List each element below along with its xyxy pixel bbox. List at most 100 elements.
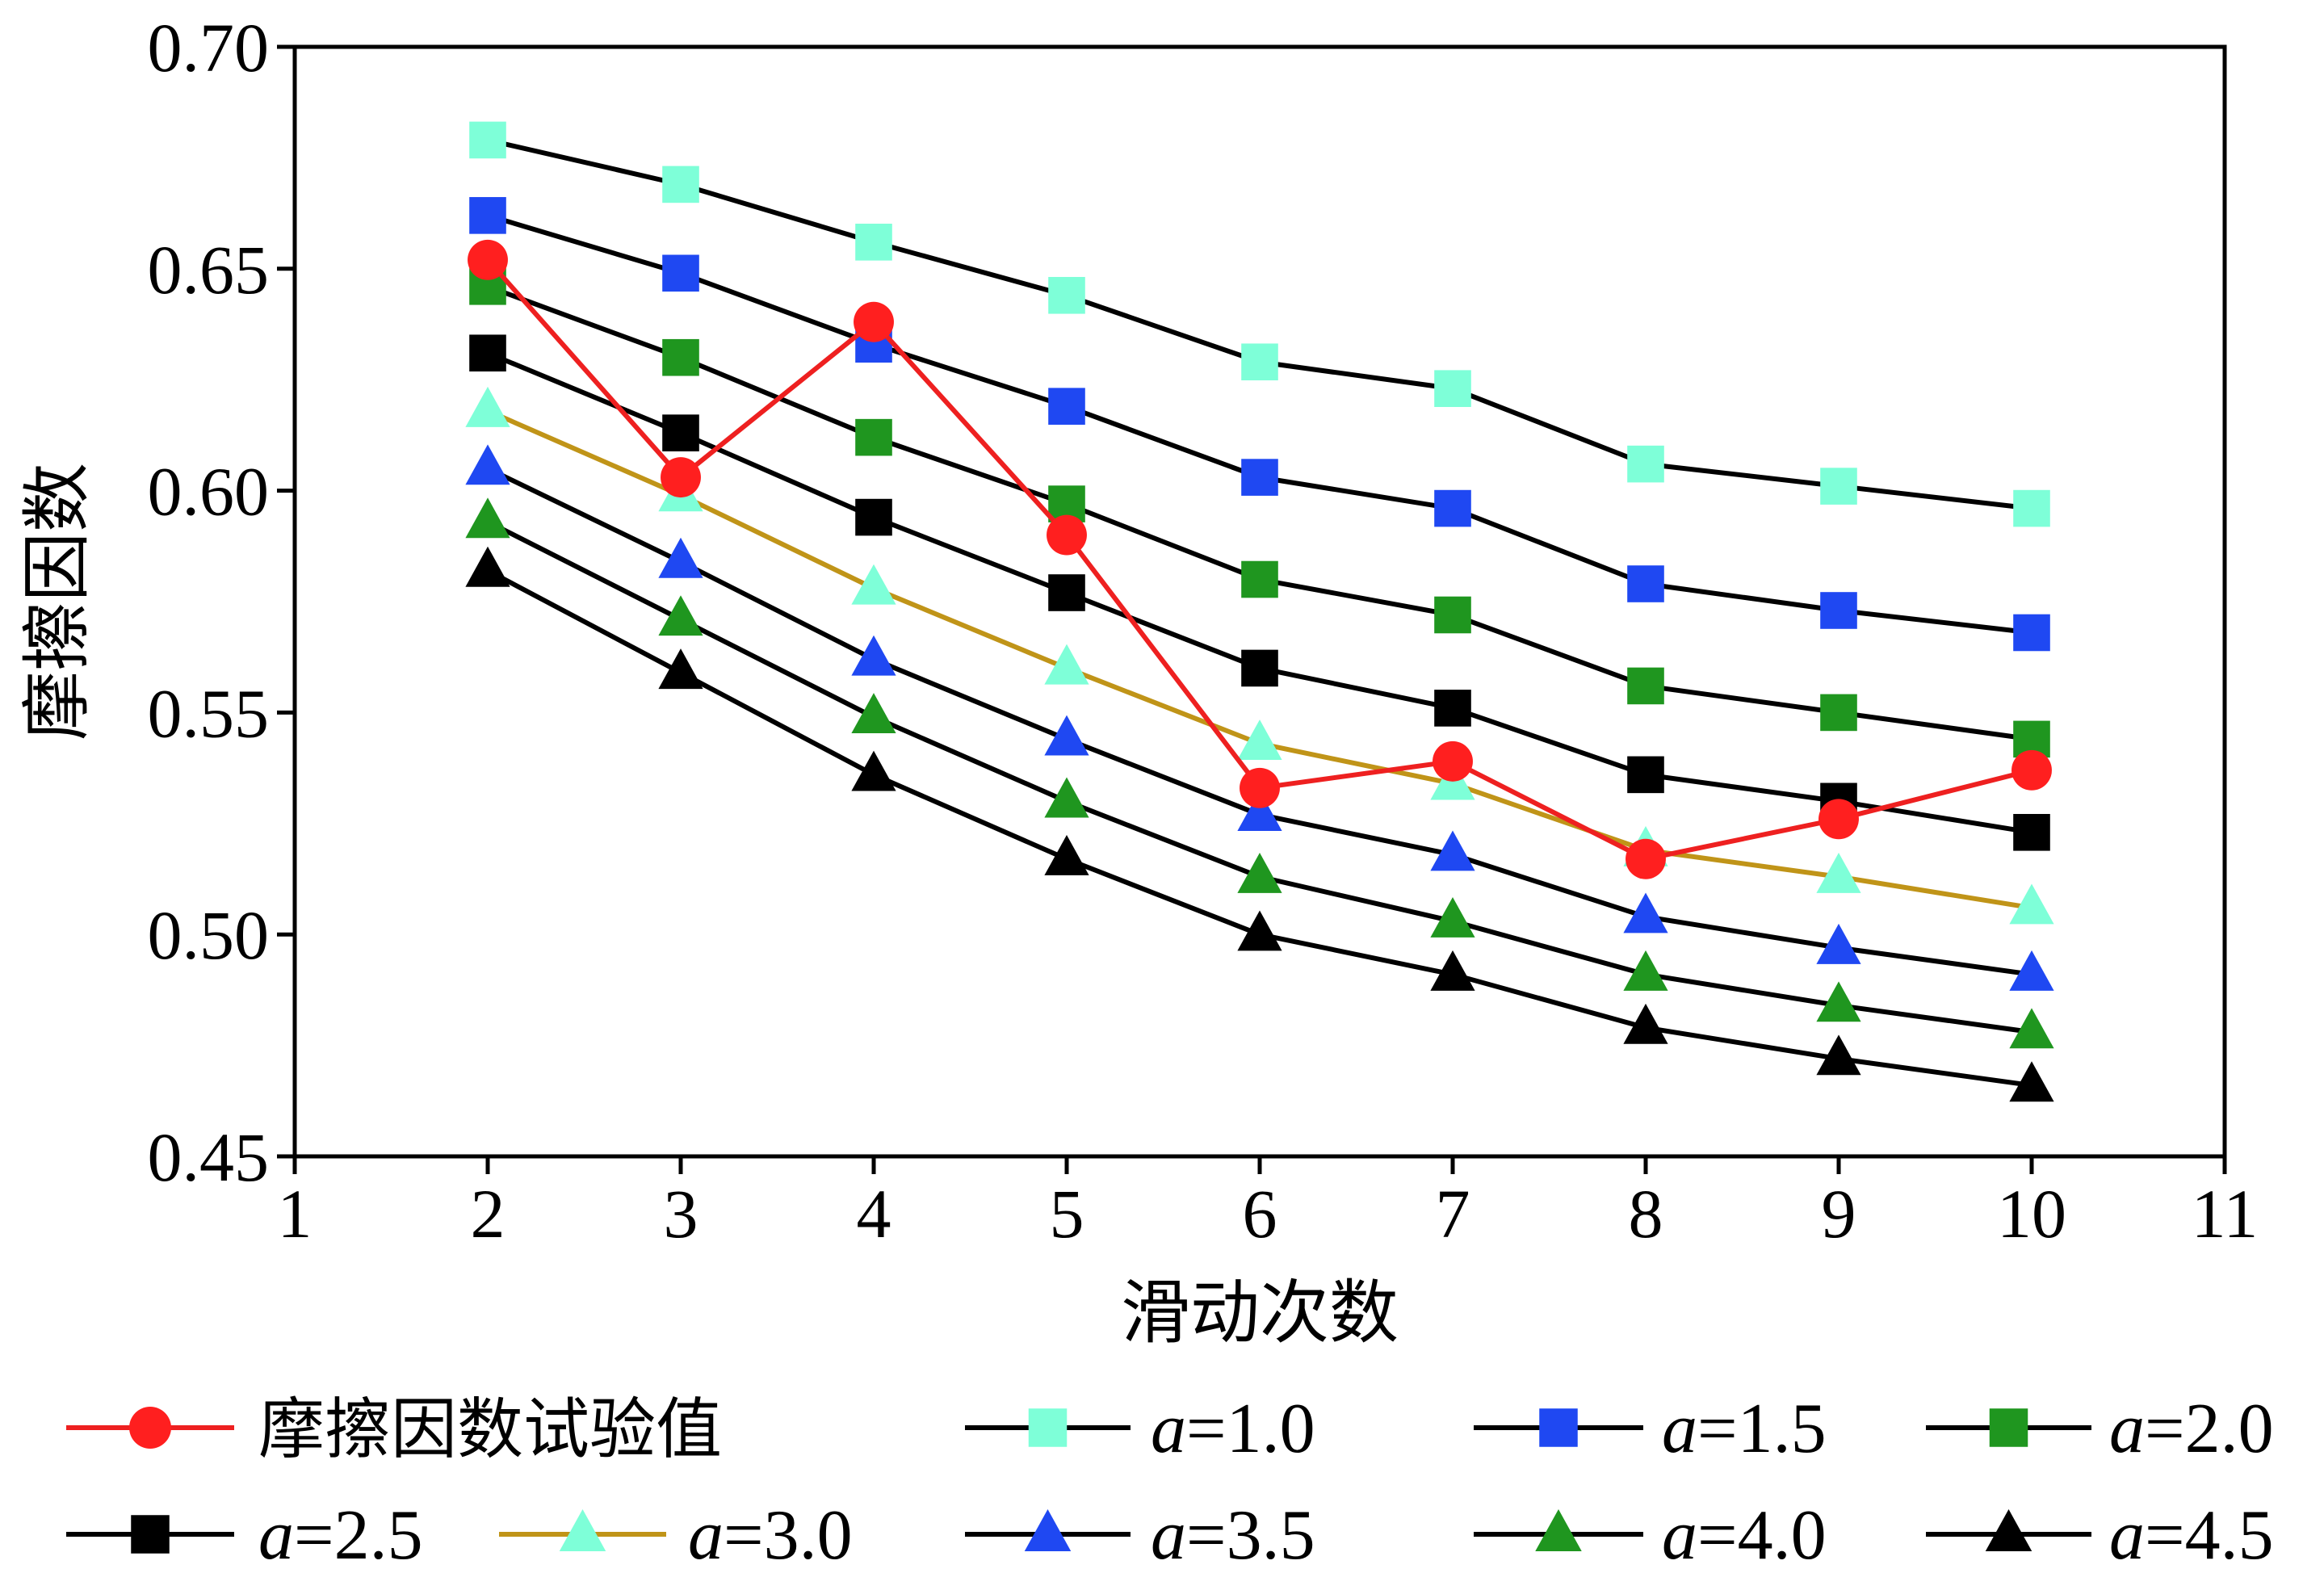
triangle-marker	[1237, 852, 1282, 893]
legend-label-variable: a	[1662, 1496, 1697, 1575]
x-tick-label: 5	[1050, 1175, 1084, 1252]
circle-marker	[129, 1407, 171, 1449]
triangle-marker	[1430, 950, 1475, 991]
square-marker	[469, 197, 506, 234]
x-tick-label: 11	[2192, 1175, 2259, 1252]
legend-label-variable: a	[2109, 1496, 2145, 1575]
square-marker	[855, 418, 892, 456]
triangle-marker	[1985, 1509, 2032, 1551]
series-4	[469, 334, 2050, 851]
circle-marker	[1626, 838, 1666, 879]
square-marker	[131, 1515, 170, 1554]
square-marker	[2013, 489, 2050, 527]
triangle-marker	[1623, 950, 1668, 991]
square-marker	[662, 166, 699, 203]
legend-item-1: a=1.0	[965, 1390, 1315, 1468]
triangle-marker	[1044, 777, 1089, 818]
square-marker	[1627, 445, 1664, 483]
triangle-marker	[851, 635, 896, 676]
triangle-marker	[465, 497, 510, 539]
x-tick-label: 8	[1629, 1175, 1663, 1252]
square-marker	[2013, 813, 2050, 851]
triangle-marker	[465, 444, 510, 485]
triangle-marker	[2009, 883, 2054, 925]
square-marker	[1434, 370, 1471, 407]
triangle-marker	[465, 386, 510, 427]
square-marker	[1048, 388, 1085, 425]
y-tick-label: 0.55	[148, 674, 270, 752]
legend-item-4: a=2.5	[66, 1496, 423, 1575]
triangle-marker	[1044, 644, 1089, 685]
legend-label-variable: a	[688, 1496, 724, 1575]
square-marker	[1820, 592, 1857, 629]
square-marker	[1820, 468, 1857, 505]
x-tick-label: 2	[471, 1175, 505, 1252]
series-1	[469, 121, 2050, 527]
series-layer	[465, 121, 2054, 1102]
triangle-marker	[2009, 1061, 2054, 1102]
triangle-marker	[1044, 835, 1089, 875]
legend-label: a=4.5	[2109, 1496, 2274, 1575]
triangle-marker	[559, 1509, 606, 1551]
legend: 摩擦因数试验值 a=1.0 a=1.5 a=2.0a=2.5 a=3.0 a=3.5 a=4…	[66, 1390, 2274, 1575]
square-marker	[855, 498, 892, 536]
y-tick-label: 0.65	[148, 231, 270, 308]
triangle-marker	[1816, 852, 1861, 893]
series-2	[469, 197, 2050, 652]
x-tick-label: 3	[664, 1175, 698, 1252]
square-marker	[1241, 560, 1278, 598]
square-marker	[1434, 489, 1471, 527]
y-tick-label: 0.60	[148, 453, 270, 531]
x-tick-label: 1	[278, 1175, 313, 1252]
square-marker	[469, 121, 506, 159]
square-marker	[1627, 565, 1664, 602]
legend-label-variable: a	[258, 1496, 294, 1575]
square-marker	[1989, 1408, 2028, 1447]
series-0	[468, 239, 2052, 879]
legend-item-7: a=4.0	[1474, 1496, 1827, 1575]
axis-ticks: 1 2 3 4 5 6 7 8 9 10 11 0.45 0.50 0.55 0.60 0.65 0.70	[148, 9, 2259, 1252]
series-8	[465, 546, 2054, 1102]
triangle-marker	[1816, 981, 1861, 1022]
square-marker	[1627, 667, 1664, 705]
triangle-marker	[658, 537, 703, 578]
square-marker	[1241, 649, 1278, 687]
legend-label: a=3.0	[688, 1496, 853, 1575]
legend-label-variable: a	[2109, 1390, 2145, 1468]
triangle-marker	[2009, 1008, 2054, 1049]
square-marker	[1627, 756, 1664, 794]
legend-label-value: =4.5	[2145, 1496, 2274, 1575]
square-marker	[1434, 596, 1471, 634]
square-marker	[1048, 276, 1085, 314]
legend-label-value: =2.0	[2145, 1390, 2274, 1468]
x-tick-label: 10	[1997, 1175, 2066, 1252]
legend-label-value: =3.5	[1186, 1496, 1315, 1575]
square-marker	[1434, 690, 1471, 727]
legend-label-variable: a	[1662, 1390, 1697, 1468]
legend-label: a=2.5	[258, 1496, 423, 1575]
triangle-marker	[851, 693, 896, 734]
square-marker	[469, 334, 506, 372]
square-marker	[855, 224, 892, 261]
triangle-marker	[658, 595, 703, 636]
legend-label-value: =3.0	[724, 1496, 853, 1575]
square-marker	[2013, 614, 2050, 652]
x-tick-label: 9	[1822, 1175, 1856, 1252]
circle-marker	[1240, 767, 1280, 808]
square-marker	[662, 414, 699, 451]
triangle-marker	[1044, 715, 1089, 756]
triangle-marker	[1024, 1509, 1072, 1551]
circle-marker	[661, 457, 701, 498]
circle-marker	[1433, 740, 1473, 782]
legend-item-8: a=4.5	[1926, 1496, 2274, 1575]
triangle-marker	[1623, 892, 1668, 933]
circle-marker	[1047, 514, 1087, 556]
triangle-marker	[1237, 910, 1282, 951]
triangle-marker	[2009, 950, 2054, 991]
square-marker	[1539, 1408, 1578, 1447]
circle-marker	[468, 239, 508, 280]
square-marker	[1820, 694, 1857, 732]
triangle-marker	[1816, 1034, 1861, 1076]
square-marker	[662, 338, 699, 376]
